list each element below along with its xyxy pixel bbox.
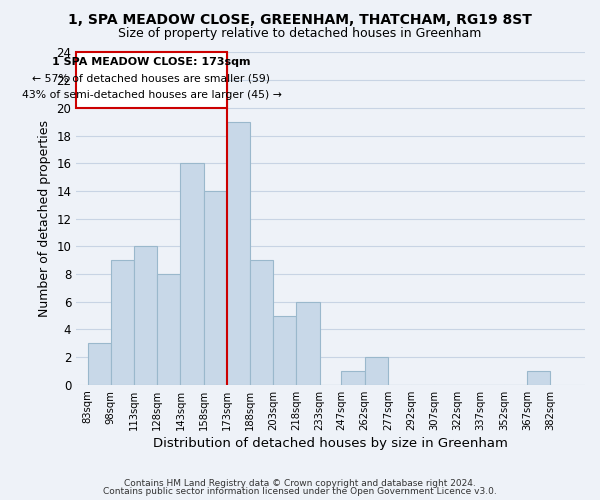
Text: 43% of semi-detached houses are larger (45) →: 43% of semi-detached houses are larger (… <box>22 90 281 100</box>
Text: Contains public sector information licensed under the Open Government Licence v3: Contains public sector information licen… <box>103 487 497 496</box>
Text: 1, SPA MEADOW CLOSE, GREENHAM, THATCHAM, RG19 8ST: 1, SPA MEADOW CLOSE, GREENHAM, THATCHAM,… <box>68 12 532 26</box>
Bar <box>134 246 157 385</box>
Bar <box>88 344 111 385</box>
Y-axis label: Number of detached properties: Number of detached properties <box>38 120 50 317</box>
Text: ← 57% of detached houses are smaller (59): ← 57% of detached houses are smaller (59… <box>32 74 271 84</box>
Bar <box>157 274 181 385</box>
Bar <box>111 260 134 385</box>
Bar <box>76 52 227 108</box>
Bar <box>227 122 250 385</box>
Text: Size of property relative to detached houses in Greenham: Size of property relative to detached ho… <box>118 28 482 40</box>
Text: 1 SPA MEADOW CLOSE: 173sqm: 1 SPA MEADOW CLOSE: 173sqm <box>52 58 251 68</box>
Text: Contains HM Land Registry data © Crown copyright and database right 2024.: Contains HM Land Registry data © Crown c… <box>124 478 476 488</box>
Bar <box>527 371 550 385</box>
Bar <box>203 191 227 385</box>
Bar <box>181 164 203 385</box>
Bar <box>250 260 273 385</box>
Bar <box>296 302 320 385</box>
Bar <box>365 357 388 385</box>
X-axis label: Distribution of detached houses by size in Greenham: Distribution of detached houses by size … <box>153 437 508 450</box>
Bar <box>273 316 296 385</box>
Bar <box>341 371 365 385</box>
